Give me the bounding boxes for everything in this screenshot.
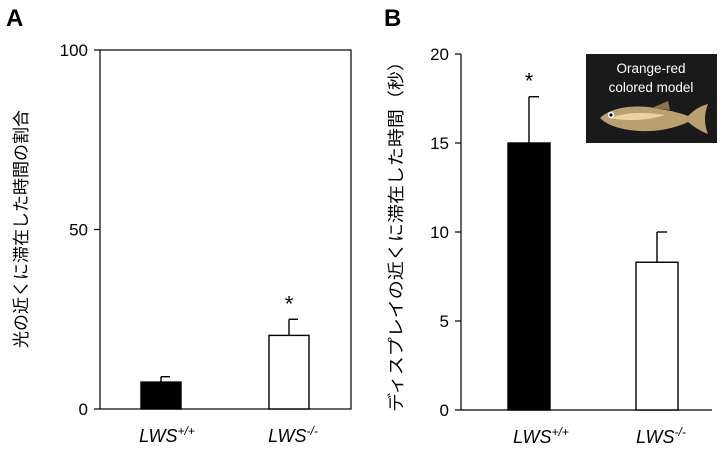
category-sup: +/+ [177, 424, 194, 438]
panel-b-bars: * [507, 69, 679, 411]
panel-a-ytick-label: 100 [60, 41, 88, 60]
panel-b: B 0 5 10 15 20 * ディスプレイの近くに滞在した時間（秒） LWS… [384, 5, 717, 447]
category-sup: +/+ [551, 425, 568, 439]
panel-a-ytick-label: 50 [69, 221, 88, 240]
panel-b-ytick-label: 15 [430, 134, 449, 153]
significance-marker: * [525, 69, 534, 94]
bar [635, 261, 679, 411]
category-sup: -/- [675, 425, 686, 439]
category-base: LWS [268, 426, 306, 446]
inset-caption-line1: Orange-red [616, 61, 685, 76]
bar [507, 142, 551, 411]
panel-b-yticks: 0 5 10 15 20 [430, 45, 461, 420]
panel-b-ytick-label: 0 [440, 401, 449, 420]
category-sup: -/- [307, 424, 318, 438]
medaka-fish-icon [600, 101, 708, 134]
inset-caption-line2: colored model [609, 80, 694, 95]
bar [140, 381, 182, 410]
panel-a-bars: * [140, 291, 310, 410]
significance-marker: * [285, 291, 294, 316]
inset-photo: Orange-red colored model [586, 54, 717, 143]
panel-a-category-label: LWS-/- [268, 424, 318, 446]
panel-a-ylabel: 光の近くに滞在した時間の割合 [12, 110, 32, 348]
panel-b-category-label: LWS+/+ [513, 425, 569, 447]
panel-a-ytick-label: 0 [79, 400, 88, 419]
panel-b-ytick-label: 5 [440, 312, 449, 331]
panel-b-ylabel: ディスプレイの近くに滞在した時間（秒） [386, 52, 407, 412]
category-base: LWS [139, 426, 177, 446]
panel-a-plot-frame [99, 49, 352, 410]
panel-b-category-label: LWS-/- [636, 425, 686, 447]
panel-a-letter: A [6, 5, 23, 32]
bar [268, 334, 310, 410]
panel-b-letter: B [384, 5, 401, 32]
category-base: LWS [513, 427, 551, 447]
panel-a-category-label: LWS+/+ [139, 424, 195, 446]
panel-b-ytick-label: 10 [430, 223, 449, 242]
category-base: LWS [636, 427, 674, 447]
panel-a-yticks: 0 50 100 [60, 41, 100, 419]
panel-b-ytick-label: 20 [430, 45, 449, 64]
panel-a: A 0 50 100 * 光の近くに滞在した時間の割合 LWS+/+ LWS-/… [6, 5, 352, 446]
